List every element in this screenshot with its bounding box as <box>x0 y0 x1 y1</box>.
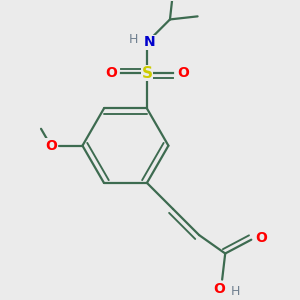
Text: H: H <box>230 285 240 298</box>
Text: O: O <box>177 66 189 80</box>
Text: O: O <box>105 66 117 80</box>
Text: O: O <box>213 282 225 296</box>
Text: H: H <box>128 34 138 46</box>
Text: O: O <box>255 231 267 245</box>
Text: O: O <box>45 139 57 153</box>
Text: S: S <box>141 66 152 81</box>
Text: N: N <box>144 35 155 50</box>
